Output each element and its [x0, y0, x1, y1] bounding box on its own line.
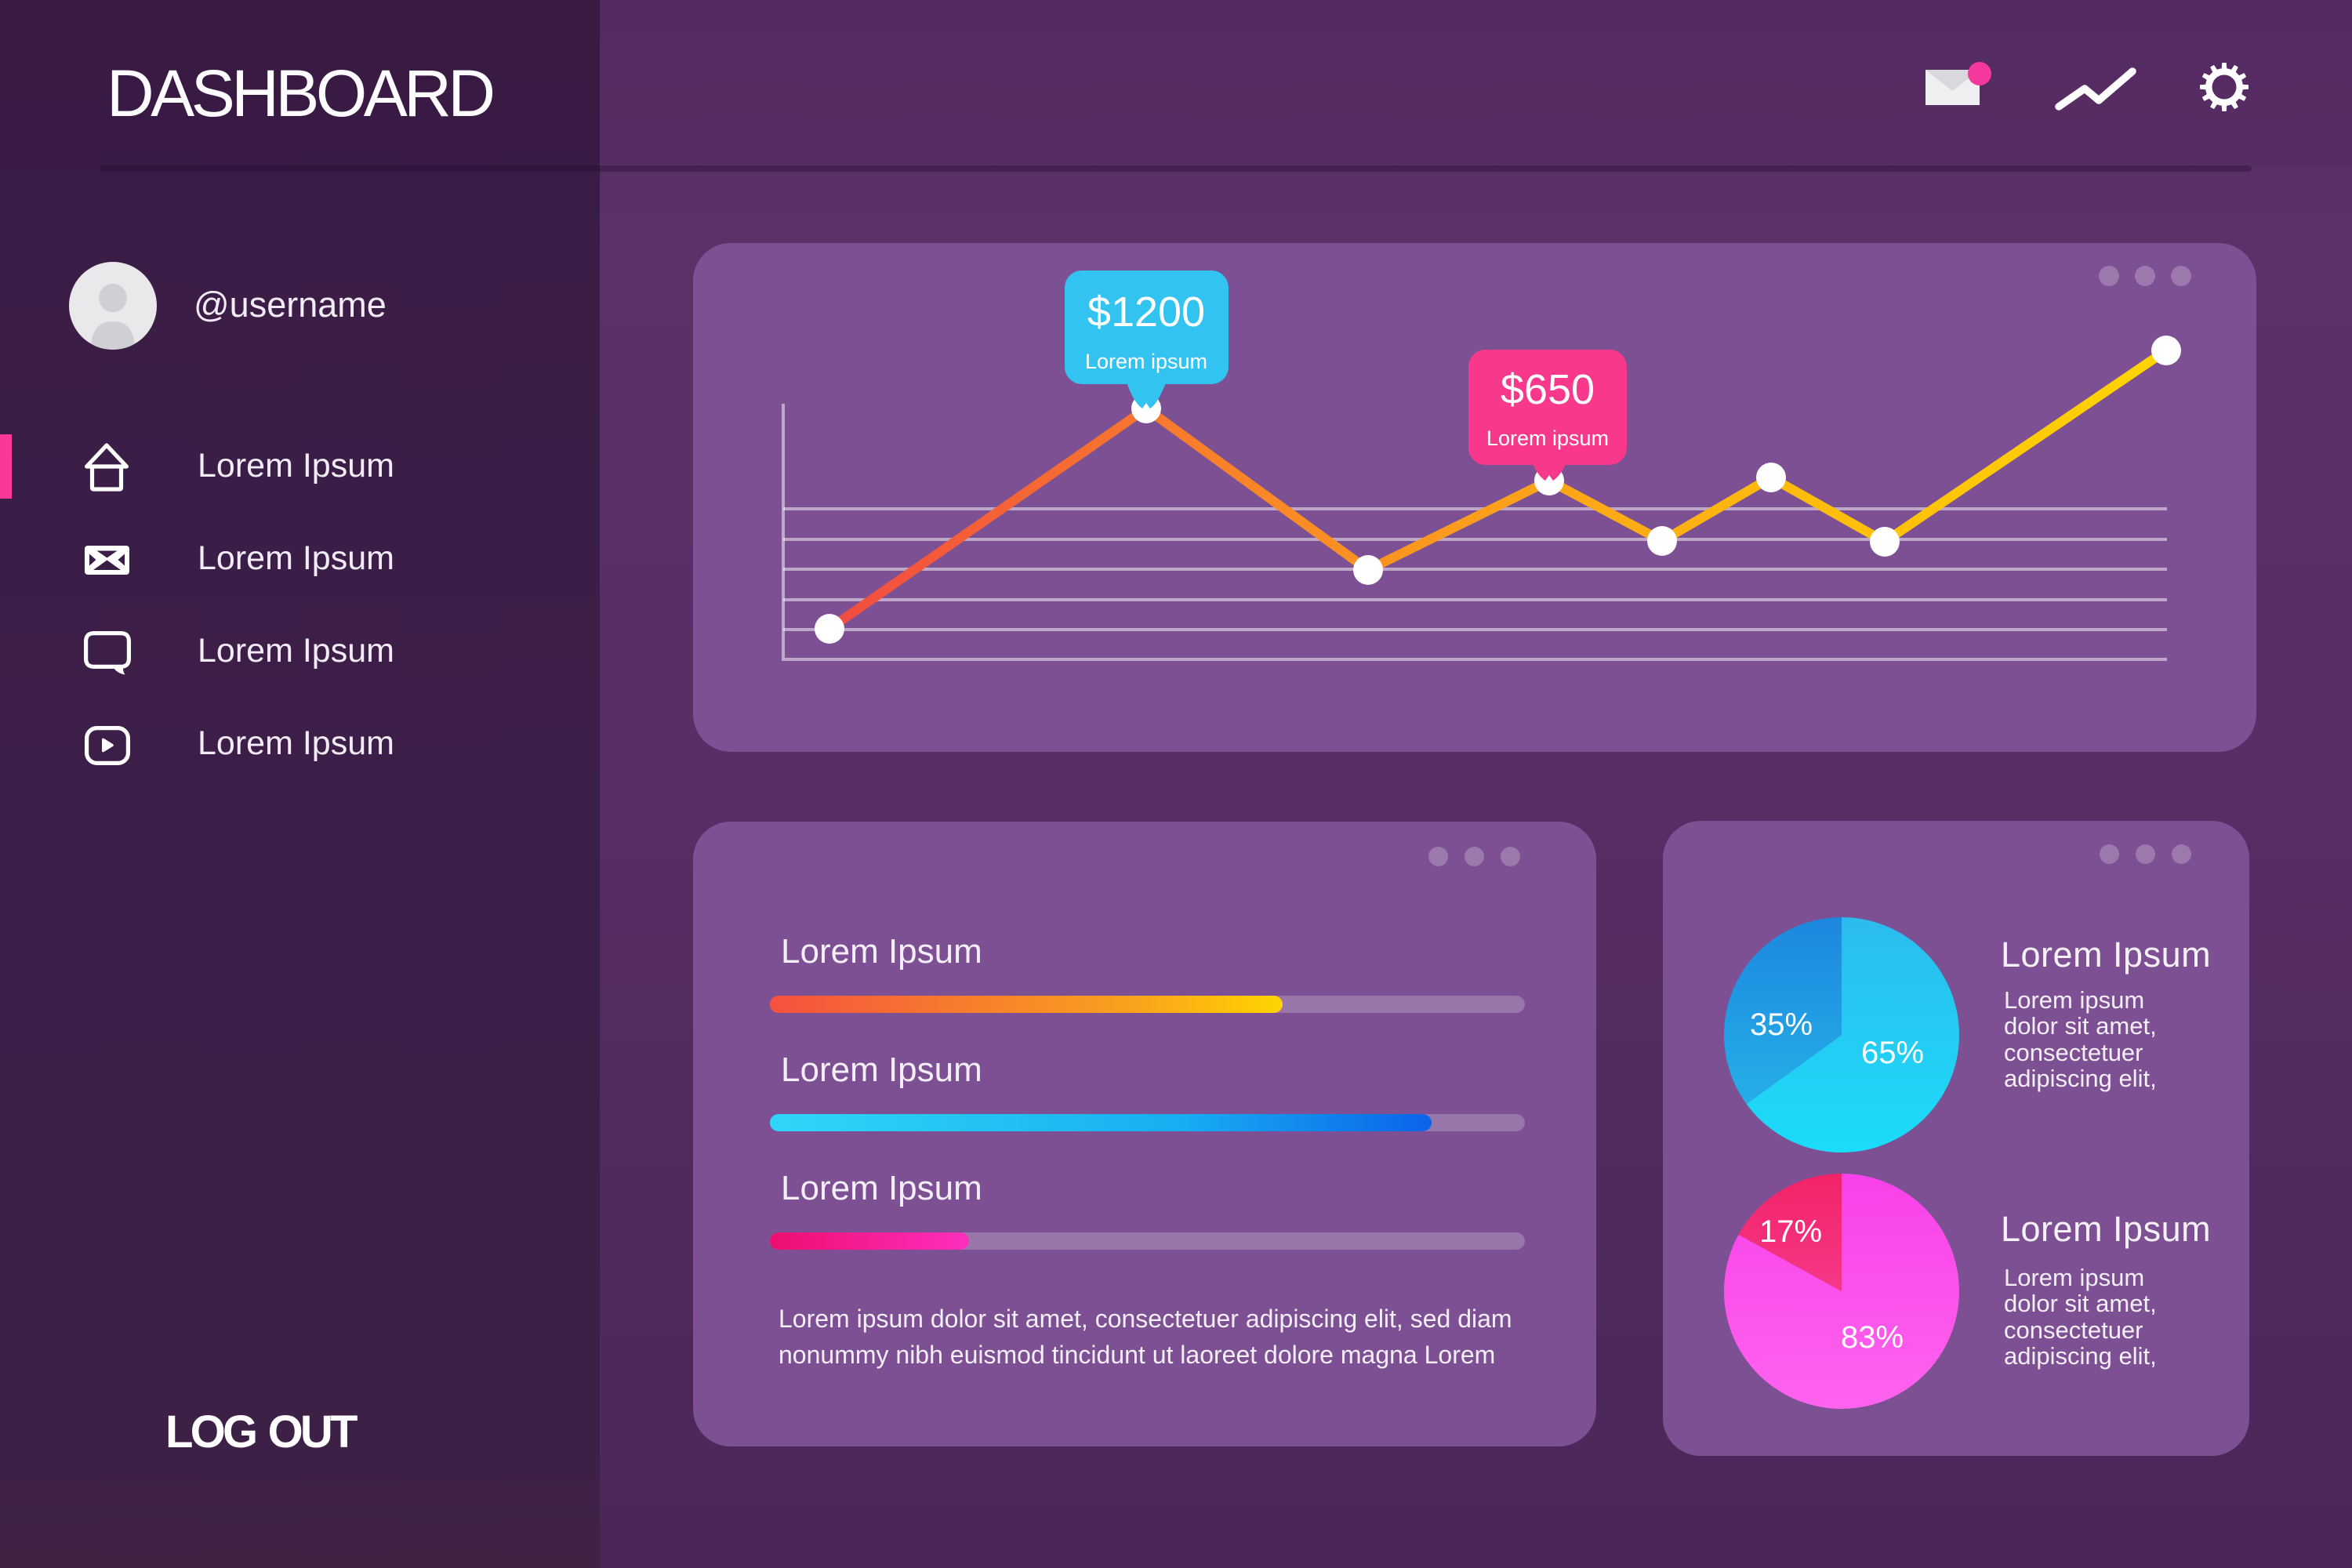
svg-text:Lorem ipsum: Lorem ipsum: [1085, 350, 1207, 373]
svg-text:$650: $650: [1501, 366, 1595, 413]
svg-text:$1200: $1200: [1087, 289, 1205, 336]
svg-text:Lorem ipsum: Lorem ipsum: [1486, 426, 1609, 450]
